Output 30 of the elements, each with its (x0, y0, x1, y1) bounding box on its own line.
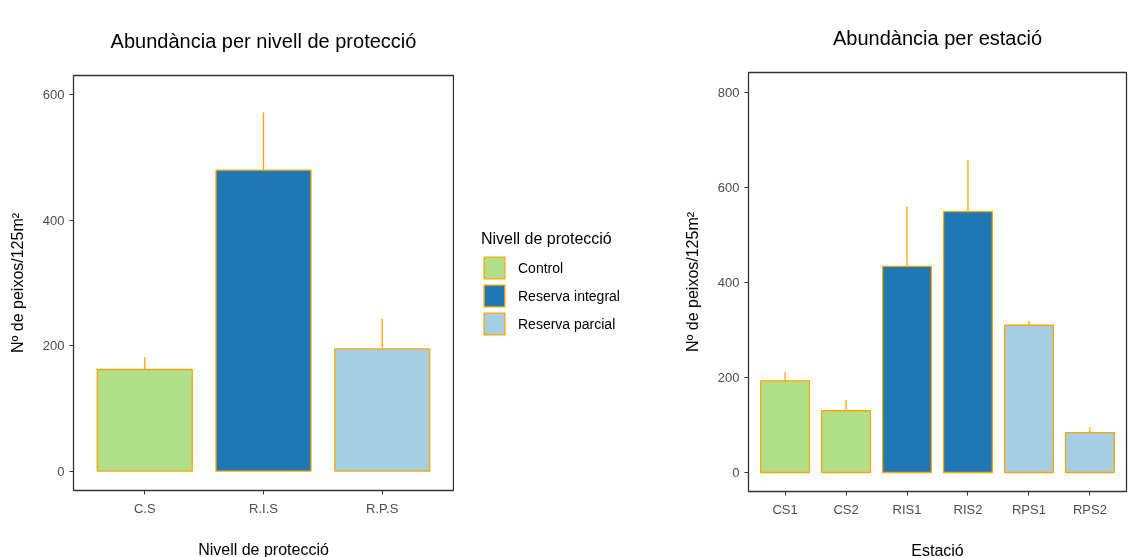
chart-title: Abundància per estació (832, 26, 1043, 49)
y-tick-label: 0 (57, 463, 65, 479)
bar (1064, 431, 1115, 474)
chart-title: Abundància per nivell de protecció (110, 29, 417, 52)
legend-label: Reserva integral (518, 287, 620, 304)
bar (1003, 324, 1054, 474)
x-tick-label: R.P.S (366, 500, 399, 516)
y-tick-label: 600 (42, 87, 65, 103)
x-tick-label: RIS1 (892, 501, 922, 517)
x-tick-label: RPS1 (1011, 501, 1046, 517)
legend-title: Nivell de protecció (481, 230, 613, 248)
y-tick-label: 400 (42, 212, 65, 228)
y-axis-title: Nº de peixos/125m² (8, 212, 26, 354)
y-tick-label: 800 (717, 84, 740, 100)
x-axis-title: Nivell de protecció (198, 540, 329, 557)
x-tick-label: RIS2 (953, 501, 983, 517)
x-tick-label: R.I.S (249, 500, 279, 516)
legend-label: Control (518, 259, 564, 276)
x-tick-label: CS1 (772, 501, 798, 517)
y-tick-label: 200 (717, 369, 740, 385)
x-tick-label: CS2 (833, 501, 859, 517)
y-axis-title: Nº de peixos/125m² (683, 211, 701, 353)
y-tick-label: 0 (732, 465, 740, 480)
y-tick-label: 600 (717, 179, 740, 195)
x-tick-label: RPS2 (1072, 501, 1107, 517)
x-tick-label: C.S (133, 500, 156, 516)
x-axis-title: Estació (911, 541, 964, 557)
legend-label: Reserva parcial (518, 315, 616, 332)
y-tick-label: 200 (42, 338, 65, 354)
y-tick-label: 400 (717, 274, 740, 290)
